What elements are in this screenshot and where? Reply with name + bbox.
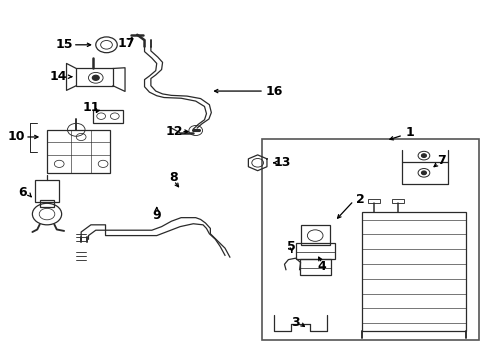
Text: 1: 1 [405, 126, 414, 139]
Bar [40, 201, 54, 207]
Bar [261, 139, 478, 339]
Text: 8: 8 [169, 171, 178, 184]
Bar [367, 199, 379, 203]
Bar [299, 259, 330, 275]
Text: 7: 7 [436, 154, 445, 167]
Text: 4: 4 [317, 260, 325, 273]
Text: 9: 9 [152, 209, 161, 222]
Bar [76, 68, 113, 86]
Text: 2: 2 [355, 193, 364, 206]
Text: 15: 15 [55, 38, 73, 51]
Bar [35, 180, 59, 202]
Text: 6: 6 [18, 186, 27, 199]
Text: 12: 12 [165, 125, 183, 138]
Circle shape [92, 75, 99, 80]
Bar [295, 243, 334, 259]
Bar [93, 110, 122, 123]
Bar [391, 199, 403, 203]
Text: 5: 5 [287, 240, 296, 253]
Text: 11: 11 [82, 101, 100, 114]
Bar [361, 212, 466, 330]
Text: 13: 13 [273, 156, 291, 169]
Text: 10: 10 [7, 130, 25, 143]
Bar [300, 225, 329, 244]
Circle shape [421, 171, 426, 175]
Text: 17: 17 [118, 37, 135, 50]
Text: 3: 3 [290, 316, 299, 329]
Text: 16: 16 [264, 85, 282, 98]
Text: 14: 14 [49, 70, 67, 83]
Circle shape [421, 154, 426, 157]
Bar [47, 130, 110, 173]
